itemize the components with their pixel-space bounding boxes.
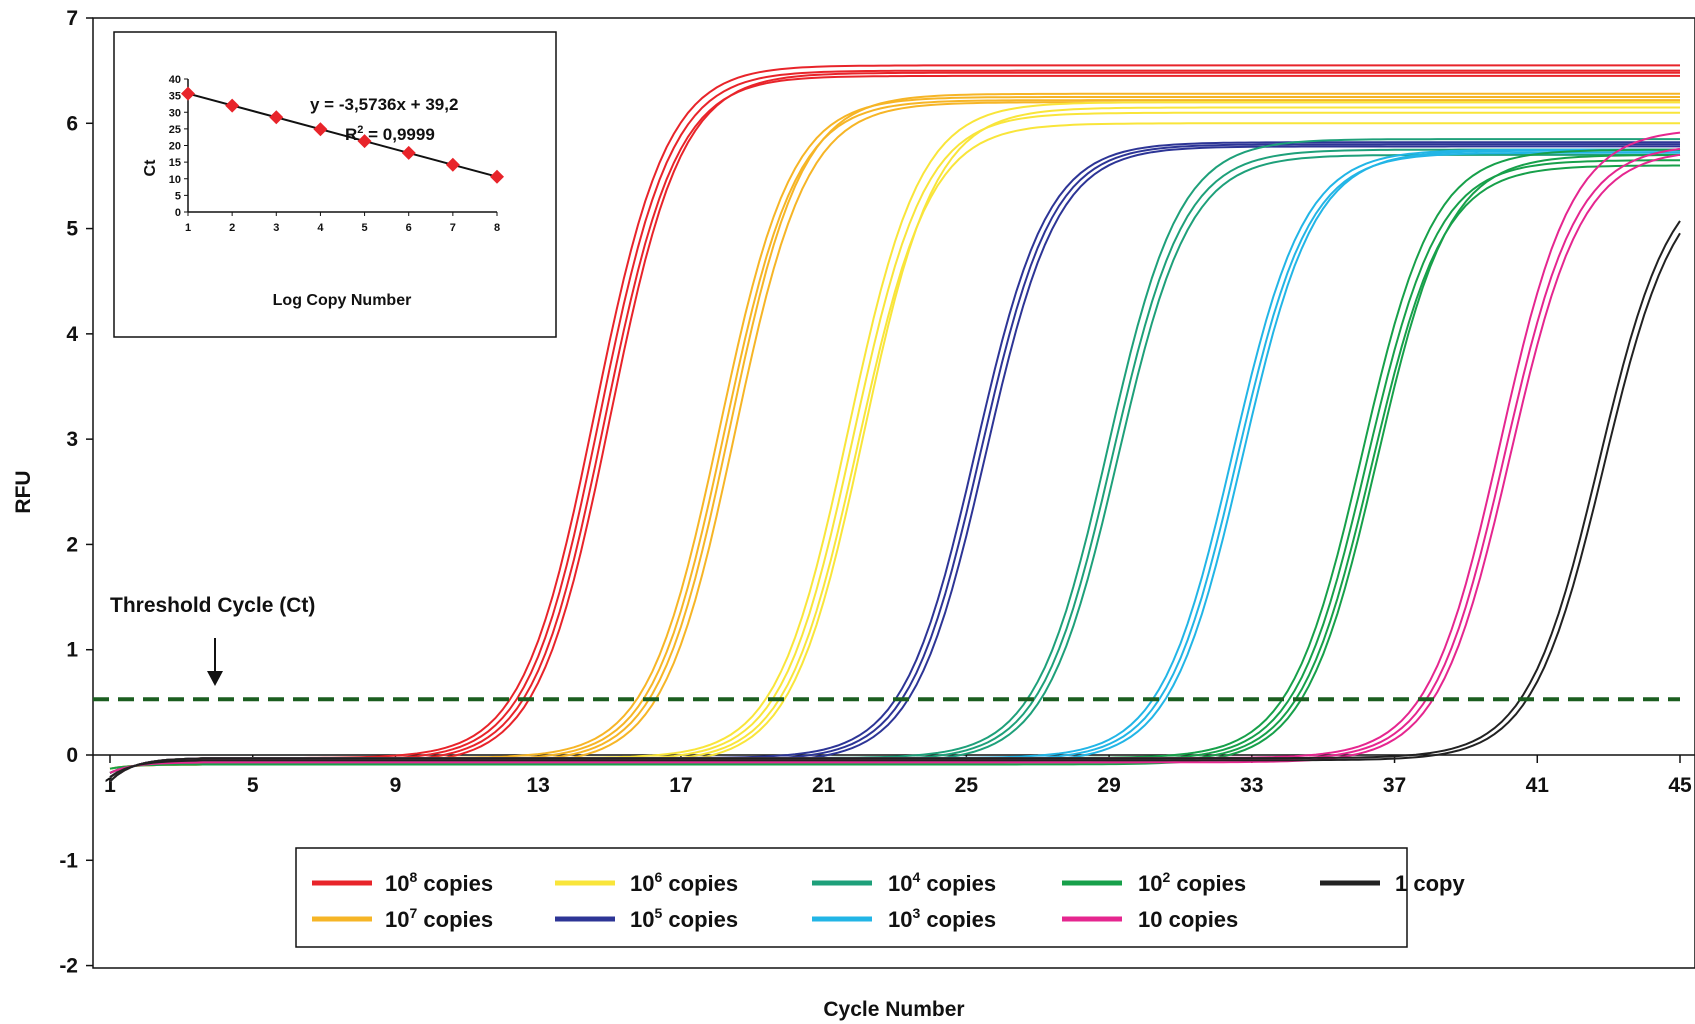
legend-box [296,848,1407,947]
x-tick-label: 17 [669,774,692,797]
inset-x-tick-label: 4 [317,222,324,234]
inset-y-tick-label: 35 [169,91,181,103]
y-tick-label: 6 [66,112,78,135]
inset-x-axis-title: Log Copy Number [273,292,412,309]
inset-x-tick-label: 3 [273,222,279,234]
inset-y-tick-label: 5 [175,190,181,202]
y-tick-label: 7 [66,7,78,30]
legend-label: 1 copy [1395,871,1465,896]
y-axis-title: RFU [12,470,35,513]
inset-x-tick-label: 1 [185,222,191,234]
x-tick-label: 5 [247,774,259,797]
legend-label: 107 copies [385,905,493,932]
x-tick-label: 45 [1668,774,1692,797]
x-tick-label: 29 [1097,774,1120,797]
inset-x-tick-label: 6 [406,222,412,234]
inset-x-tick-label: 7 [450,222,456,234]
y-tick-label: 0 [66,744,78,767]
threshold-label: Threshold Cycle (Ct) [110,594,315,617]
legend-label: 10 copies [1138,907,1238,932]
x-tick-label: 41 [1526,774,1550,797]
y-tick-label: -2 [59,955,78,978]
x-tick-label: 21 [812,774,836,797]
y-tick-label: 2 [66,533,78,556]
x-tick-label: 9 [390,774,402,797]
inset-y-tick-label: 30 [169,107,181,119]
y-tick-label: 1 [66,639,78,662]
x-axis-title: Cycle Number [823,998,964,1021]
legend-label: 106 copies [630,869,738,896]
legend-label: 103 copies [888,905,996,932]
inset-x-tick-label: 2 [229,222,235,234]
legend-label: 105 copies [630,905,738,932]
inset-y-tick-label: 15 [169,157,181,169]
x-tick-label: 25 [955,774,979,797]
legend-label: 108 copies [385,869,493,896]
inset-y-axis-title: Ct [142,159,159,177]
inset-y-tick-label: 10 [169,174,181,186]
y-tick-label: 5 [66,218,78,241]
y-tick-label: 3 [66,428,78,451]
inset-x-tick-label: 8 [494,222,500,234]
x-tick-label: 33 [1240,774,1263,797]
inset-y-tick-label: 20 [169,141,181,153]
inset-y-tick-label: 25 [169,124,181,136]
inset-x-tick-label: 5 [362,222,368,234]
y-tick-label: 4 [66,323,78,346]
inset-equation: y = -3,5736x + 39,2 [310,95,458,114]
standard-curve-inset: 0 5 10 15 20 25 30 35 40 1 2 3 4 5 6 7 8 Ct Log Copy Num… [114,32,556,337]
inset-y-tick-label: 40 [169,74,181,86]
x-tick-label: 13 [527,774,550,797]
inset-y-tick-label: 0 [175,207,181,219]
legend: 108 copies 107 copies 106 copies 105 copies… [296,848,1465,947]
legend-label: 104 copies [888,869,996,896]
x-tick-label: 37 [1383,774,1406,797]
y-tick-label: -1 [59,849,78,872]
legend-label: 102 copies [1138,869,1246,896]
